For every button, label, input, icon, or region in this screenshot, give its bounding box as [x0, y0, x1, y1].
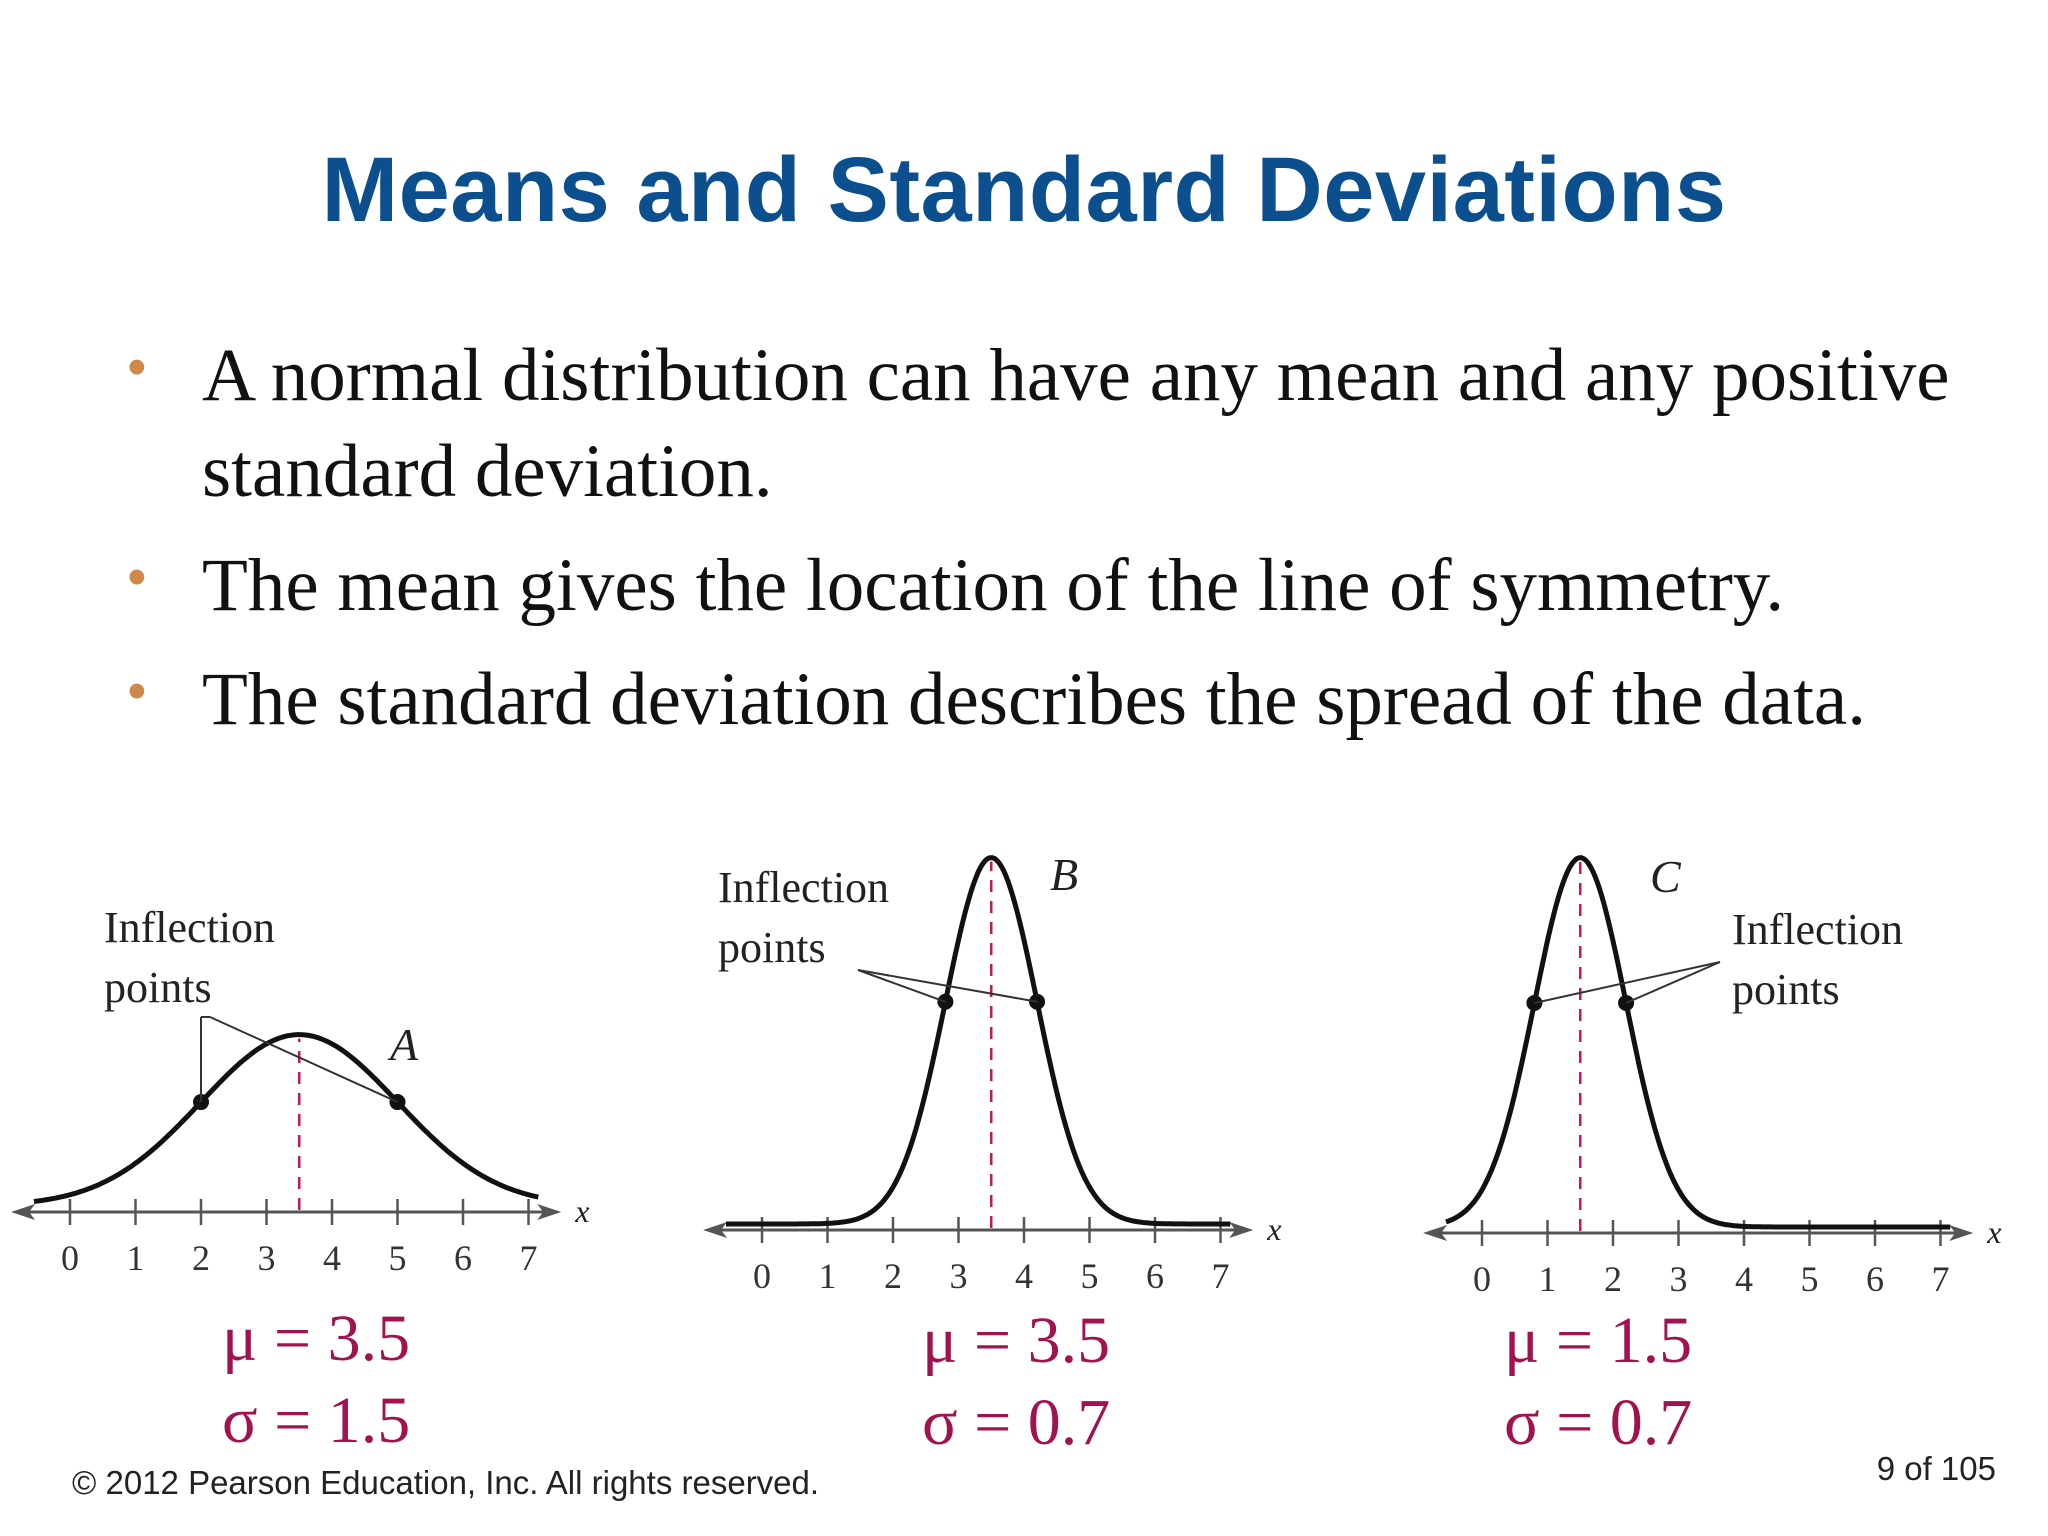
- x-tick-label: 0: [1473, 1259, 1491, 1299]
- leader-line: [209, 1016, 398, 1103]
- x-tick-label: 4: [1015, 1256, 1033, 1296]
- x-tick-label: 6: [1866, 1259, 1884, 1299]
- x-tick-label: 4: [323, 1238, 341, 1278]
- x-tick-label: 2: [1604, 1259, 1622, 1299]
- x-tick-label: 6: [1146, 1256, 1164, 1296]
- bullet-item: • The standard deviation describes the s…: [120, 652, 2000, 748]
- inflection-label-line: points: [1732, 965, 1840, 1014]
- bullet-text: The mean gives the location of the line …: [202, 544, 1785, 627]
- bullet-dot-icon: •: [126, 544, 148, 612]
- x-tick-label: 2: [192, 1238, 210, 1278]
- sd-value-b: σ = 0.7: [922, 1386, 1111, 1459]
- normal-curve-line: [726, 855, 1231, 1227]
- params-c: μ = 1.5 σ = 0.7: [1504, 1300, 1692, 1464]
- leader-line: [857, 969, 946, 1003]
- bullet-item: • A normal distribution can have any mea…: [120, 328, 2000, 520]
- normal-curve-line: [33, 1032, 539, 1204]
- leader-line: [1625, 961, 1721, 1004]
- curve-label: A: [387, 1019, 419, 1070]
- x-tick-label: 7: [520, 1238, 538, 1278]
- inflection-point: [1618, 994, 1635, 1011]
- normal-curve-c: x 0 1 2 3 4 5 6 7 Inflection points C: [1420, 840, 2040, 1300]
- copyright-notice: © 2012 Pearson Education, Inc. All right…: [72, 1464, 820, 1501]
- inflection-label: Inflection points: [1732, 905, 1903, 1014]
- inflection-point: [389, 1094, 406, 1111]
- x-tick-label: 0: [753, 1256, 771, 1296]
- x-axis-label: x: [1986, 1214, 2001, 1250]
- x-tick-label: 2: [884, 1256, 902, 1296]
- sd-value-a: σ = 1.5: [222, 1384, 411, 1457]
- axis-arrow-right-icon: [537, 1204, 562, 1220]
- inflection-label-line: Inflection: [1732, 905, 1903, 954]
- bullet-list: • A normal distribution can have any mea…: [120, 328, 2000, 766]
- mean-value-c: μ = 1.5: [1504, 1304, 1693, 1377]
- normal-curve-b: x 0 1 2 3 4 5 6 7 Inflection points B: [700, 840, 1330, 1300]
- leader-line: [1534, 961, 1721, 1004]
- x-tick-label: 3: [950, 1256, 968, 1296]
- bullet-text: The standard deviation describes the spr…: [202, 658, 1866, 741]
- axis-arrow-right-icon: [1229, 1222, 1254, 1238]
- inflection-label-line: Inflection: [718, 863, 889, 912]
- axis-arrow-left-icon: [11, 1204, 36, 1220]
- axis-arrow-left-icon: [1423, 1225, 1448, 1241]
- inflection-point: [937, 993, 954, 1010]
- axis-arrow-right-icon: [1949, 1225, 1974, 1241]
- normal-curve-a-svg: x 0 1 2 3 4 5 6 7 Inflection points A: [11, 903, 589, 1278]
- curve-label: C: [1650, 851, 1682, 902]
- leader-line: [857, 969, 1038, 1003]
- curve-label: B: [1050, 849, 1078, 900]
- x-tick-label: 6: [454, 1238, 472, 1278]
- x-tick-label: 1: [1539, 1259, 1557, 1299]
- x-tick-label: 1: [819, 1256, 837, 1296]
- x-tick-label: 5: [1081, 1256, 1099, 1296]
- bullet-text: A normal distribution can have any mean …: [202, 334, 1950, 513]
- inflection-label: Inflection points: [104, 903, 275, 1012]
- x-axis-label: x: [574, 1193, 589, 1229]
- slide-title: Means and Standard Deviations: [321, 139, 1727, 241]
- mean-value-b: μ = 3.5: [922, 1304, 1111, 1377]
- bullet-dot-icon: •: [126, 334, 148, 402]
- normal-curve-b-svg: x 0 1 2 3 4 5 6 7 Inflection points B: [703, 849, 1281, 1296]
- inflection-label-line: Inflection: [104, 903, 275, 952]
- x-tick-label: 7: [1932, 1259, 1950, 1299]
- x-tick-label: 1: [127, 1238, 145, 1278]
- mean-value-a: μ = 3.5: [222, 1302, 411, 1375]
- x-tick-label: 7: [1212, 1256, 1230, 1296]
- axis-arrow-left-icon: [703, 1222, 728, 1238]
- sd-value-c: σ = 0.7: [1504, 1386, 1693, 1459]
- x-tick-label: 3: [258, 1238, 276, 1278]
- page-number: 9 of 105: [1876, 1450, 1996, 1487]
- x-axis-label: x: [1266, 1211, 1281, 1247]
- normal-curve-line: [1445, 855, 1951, 1230]
- params-b: μ = 3.5 σ = 0.7: [922, 1300, 1110, 1464]
- x-tick-label: 3: [1670, 1259, 1688, 1299]
- x-tick-label: 0: [61, 1238, 79, 1278]
- normal-curve-a: x 0 1 2 3 4 5 6 7 Inflection points A: [10, 860, 640, 1300]
- x-tick-label: 5: [1801, 1259, 1819, 1299]
- inflection-label-line: points: [718, 923, 826, 972]
- x-tick-label: 5: [389, 1238, 407, 1278]
- bullet-item: • The mean gives the location of the lin…: [120, 538, 2000, 634]
- inflection-point: [193, 1094, 209, 1111]
- normal-curve-c-svg: x 0 1 2 3 4 5 6 7 Inflection points C: [1423, 851, 2001, 1299]
- inflection-label-line: points: [104, 963, 212, 1012]
- inflection-label: Inflection points: [718, 863, 889, 972]
- params-a: μ = 3.5 σ = 1.5: [222, 1298, 410, 1462]
- x-tick-label: 4: [1735, 1259, 1753, 1299]
- bullet-dot-icon: •: [126, 658, 148, 726]
